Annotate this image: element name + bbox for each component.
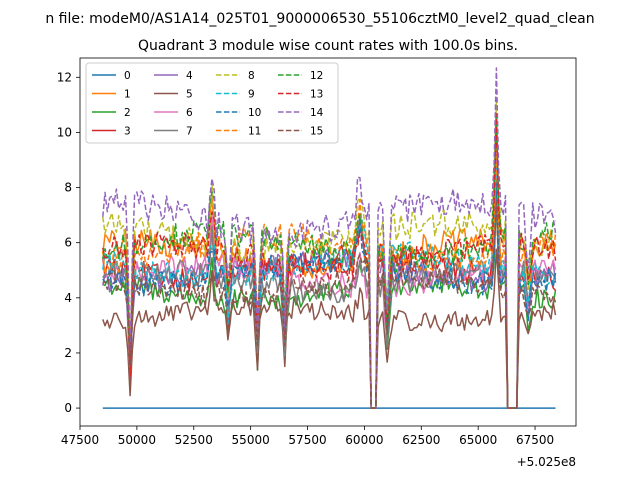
legend-label-8: 8: [248, 70, 255, 82]
legend-label-10: 10: [248, 107, 261, 119]
y-tick-label: 4: [64, 291, 72, 305]
y-tick-label: 12: [57, 70, 72, 84]
chart-title: Quadrant 3 module wise count rates with …: [138, 38, 518, 54]
x-tick-label: 47500: [61, 433, 99, 447]
series-line-15: [102, 201, 557, 409]
x-tick-label: 57500: [288, 433, 326, 447]
series-line-13: [102, 113, 557, 409]
y-tick-label: 0: [64, 401, 72, 415]
legend-label-7: 7: [186, 126, 193, 138]
legend-label-11: 11: [248, 126, 261, 138]
x-tick-label: 50000: [118, 433, 156, 447]
legend-label-13: 13: [310, 89, 323, 101]
legend-box: [85, 62, 339, 144]
y-tick-label: 2: [64, 346, 72, 360]
legend-label-9: 9: [248, 89, 255, 101]
x-tick-label: 60000: [345, 433, 383, 447]
axes-frame: [79, 57, 577, 427]
series-line-14: [102, 67, 557, 409]
legend-label-4: 4: [186, 70, 193, 82]
legend-label-1: 1: [124, 89, 131, 101]
x-tick-label: 62500: [402, 433, 440, 447]
series-line-6: [102, 158, 557, 409]
legend-label-12: 12: [310, 70, 323, 82]
plot-area: 47500 50000 52500 55000 57500 60000 62500 65000…: [57, 57, 577, 469]
x-axis: 47500 50000 52500 55000 57500 60000 62500 65000…: [61, 426, 554, 447]
y-tick-label: 8: [64, 181, 72, 195]
legend-label-5: 5: [186, 89, 193, 101]
legend-label-2: 2: [124, 107, 131, 119]
legend-label-15: 15: [310, 126, 323, 138]
legend-label-3: 3: [124, 126, 131, 138]
y-tick-label: 10: [57, 125, 72, 139]
legend-label-6: 6: [186, 107, 193, 119]
y-tick-label: 6: [64, 236, 72, 250]
legend-label-0: 0: [124, 70, 131, 82]
figure-suptitle: n file: modeM0/AS1A14_025T01_9000006530_…: [45, 11, 594, 27]
series-layer: [102, 67, 557, 409]
x-offset-label: +5.025e8: [517, 455, 576, 469]
x-tick-label: 67500: [516, 433, 554, 447]
legend-label-14: 14: [310, 107, 324, 119]
x-tick-label: 52500: [175, 433, 213, 447]
x-tick-label: 55000: [232, 433, 270, 447]
series-line-5: [102, 248, 557, 409]
y-axis: 0 2 4 6 8 10 12: [57, 70, 80, 415]
series-line-10: [102, 179, 557, 409]
x-tick-label: 65000: [459, 433, 497, 447]
series-line-12: [102, 114, 556, 409]
